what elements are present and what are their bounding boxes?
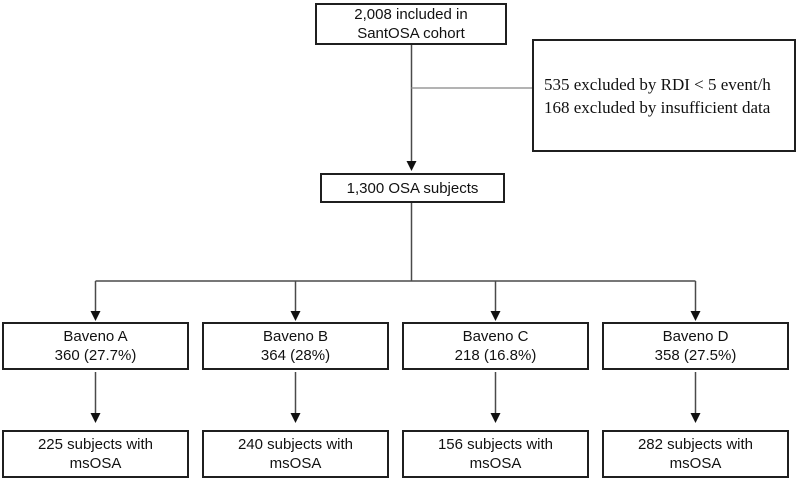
baveno-b-value: 364 (28%): [260, 347, 331, 364]
node-osa-subjects: 1,300 OSA subjects: [320, 173, 505, 203]
arrowhead-baveno-d: [690, 311, 701, 321]
baveno-a-value: 360 (27.7%): [54, 347, 137, 364]
node-exclusion: 535 excluded by RDI < 5 event/h 168 excl…: [532, 39, 796, 152]
msosa-d-line1: 282 subjects with: [637, 436, 754, 453]
node-cohort: 2,008 included in SantOSA cohort: [315, 3, 507, 45]
node-msosa-c: 156 subjects with msOSA: [402, 430, 589, 478]
baveno-b-name: Baveno B: [262, 328, 329, 345]
node-msosa-b: 240 subjects with msOSA: [202, 430, 389, 478]
arrowhead-baveno-a: [90, 311, 101, 321]
baveno-d-name: Baveno D: [662, 328, 729, 345]
baveno-c-value: 218 (16.8%): [454, 347, 537, 364]
cohort-line2: SantOSA cohort: [357, 25, 465, 42]
arrowhead-msosa-c: [490, 413, 501, 423]
msosa-b-line2: msOSA: [269, 455, 322, 472]
baveno-a-name: Baveno A: [63, 328, 128, 345]
node-baveno-b: Baveno B 364 (28%): [202, 322, 389, 370]
arrowhead-msosa-b: [290, 413, 301, 423]
node-baveno-a: Baveno A 360 (27.7%): [2, 322, 189, 370]
baveno-c-name: Baveno C: [462, 328, 529, 345]
cohort-line1: 2,008 included in: [354, 6, 468, 23]
baveno-d-value: 358 (27.5%): [654, 347, 737, 364]
arrowhead-baveno-c: [490, 311, 501, 321]
msosa-b-line1: 240 subjects with: [237, 436, 354, 453]
msosa-a-line1: 225 subjects with: [37, 436, 154, 453]
msosa-a-line2: msOSA: [69, 455, 122, 472]
node-msosa-d: 282 subjects with msOSA: [602, 430, 789, 478]
arrowhead-msosa-d: [690, 413, 701, 423]
node-baveno-c: Baveno C 218 (16.8%): [402, 322, 589, 370]
node-msosa-a: 225 subjects with msOSA: [2, 430, 189, 478]
arrowhead-msosa-a: [90, 413, 101, 423]
arrowhead-baveno-b: [290, 311, 301, 321]
node-baveno-d: Baveno D 358 (27.5%): [602, 322, 789, 370]
msosa-c-line2: msOSA: [469, 455, 522, 472]
arrowhead-osa: [406, 161, 417, 171]
exclusion-line2: 168 excluded by insufficient data: [544, 97, 771, 117]
exclusion-line1: 535 excluded by RDI < 5 event/h: [544, 74, 771, 94]
msosa-c-line1: 156 subjects with: [437, 436, 554, 453]
osa-label: 1,300 OSA subjects: [346, 179, 479, 197]
msosa-d-line2: msOSA: [669, 455, 722, 472]
